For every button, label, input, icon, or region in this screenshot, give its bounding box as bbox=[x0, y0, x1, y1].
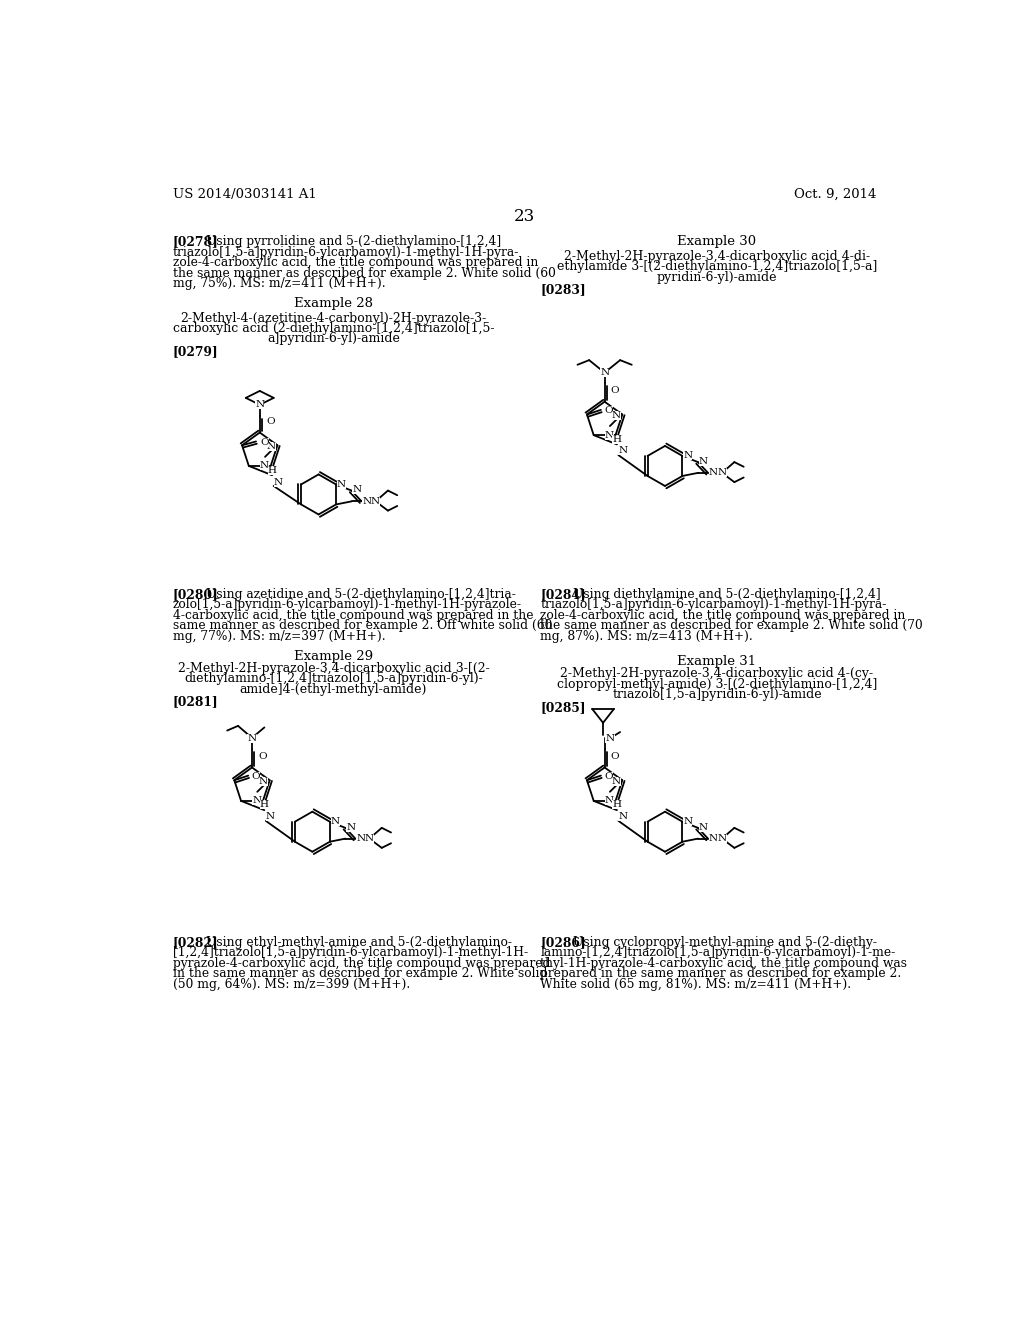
Text: N: N bbox=[266, 812, 275, 821]
Text: N: N bbox=[611, 776, 621, 785]
Text: N: N bbox=[331, 817, 340, 826]
Text: H: H bbox=[267, 466, 276, 475]
Text: zole-4-carboxylic acid, the title compound was prepared in: zole-4-carboxylic acid, the title compou… bbox=[541, 609, 905, 622]
Text: [0278]: [0278] bbox=[173, 235, 219, 248]
Text: [0281]: [0281] bbox=[173, 696, 218, 709]
Text: N: N bbox=[611, 411, 621, 420]
Text: pyridin-6-yl)-amide: pyridin-6-yl)-amide bbox=[656, 271, 777, 284]
Text: Using ethyl-methyl-amine and 5-(2-diethylamino-: Using ethyl-methyl-amine and 5-(2-diethy… bbox=[206, 936, 512, 949]
Text: clopropyl-methyl-amide) 3-[(2-diethylamino-[1,2,4]: clopropyl-methyl-amide) 3-[(2-diethylami… bbox=[557, 677, 878, 690]
Text: 23: 23 bbox=[514, 207, 536, 224]
Text: 2-Methyl-4-(azetitine-4-carbonyl)-2H-pyrazole-3-: 2-Methyl-4-(azetitine-4-carbonyl)-2H-pyr… bbox=[180, 312, 486, 325]
Text: mg, 75%). MS: m/z=411 (M+H+).: mg, 75%). MS: m/z=411 (M+H+). bbox=[173, 277, 386, 290]
Text: Example 29: Example 29 bbox=[294, 649, 373, 663]
Text: [0283]: [0283] bbox=[541, 284, 586, 297]
Text: N: N bbox=[618, 446, 628, 455]
Text: Example 28: Example 28 bbox=[294, 297, 373, 310]
Text: O: O bbox=[611, 387, 620, 396]
Text: N: N bbox=[255, 400, 264, 409]
Text: Using azetidine and 5-(2-diethylamino-[1,2,4]tria-: Using azetidine and 5-(2-diethylamino-[1… bbox=[206, 589, 515, 601]
Text: O: O bbox=[251, 772, 260, 781]
Text: N: N bbox=[267, 442, 275, 450]
Text: the same manner as described for example 2. White solid (60: the same manner as described for example… bbox=[173, 267, 556, 280]
Text: O: O bbox=[604, 772, 612, 781]
Text: (50 mg, 64%). MS: m/z=399 (M+H+).: (50 mg, 64%). MS: m/z=399 (M+H+). bbox=[173, 978, 411, 991]
Text: [0285]: [0285] bbox=[541, 701, 586, 714]
Text: O: O bbox=[604, 407, 612, 414]
Text: same manner as described for example 2. Off white solid (60: same manner as described for example 2. … bbox=[173, 619, 552, 632]
Text: prepared in the same manner as described for example 2.: prepared in the same manner as described… bbox=[541, 968, 901, 981]
Text: [0280]: [0280] bbox=[173, 589, 219, 601]
Text: N: N bbox=[356, 834, 366, 843]
Text: O: O bbox=[266, 417, 274, 426]
Text: N: N bbox=[683, 817, 692, 826]
Text: Example 31: Example 31 bbox=[678, 655, 757, 668]
Text: N: N bbox=[259, 776, 268, 785]
Text: carboxylic acid (2-diethylamino-[1,2,4]triazolo[1,5-: carboxylic acid (2-diethylamino-[1,2,4]t… bbox=[173, 322, 495, 335]
Text: [0286]: [0286] bbox=[541, 936, 586, 949]
Text: [0282]: [0282] bbox=[173, 936, 218, 949]
Text: [0279]: [0279] bbox=[173, 345, 218, 358]
Text: H: H bbox=[612, 800, 622, 809]
Text: 4-carboxylic acid, the title compound was prepared in the: 4-carboxylic acid, the title compound wa… bbox=[173, 609, 534, 622]
Text: N: N bbox=[371, 496, 380, 506]
Text: N: N bbox=[709, 834, 718, 843]
Text: H: H bbox=[260, 800, 269, 809]
Text: ethylamide 3-[(2-diethylamino-1,2,4]triazolo[1,5-a]: ethylamide 3-[(2-diethylamino-1,2,4]tria… bbox=[557, 260, 878, 273]
Text: Oct. 9, 2014: Oct. 9, 2014 bbox=[795, 187, 877, 201]
Text: amide]4-(ethyl-methyl-amide): amide]4-(ethyl-methyl-amide) bbox=[240, 682, 427, 696]
Text: N: N bbox=[352, 486, 361, 494]
Text: N: N bbox=[260, 462, 269, 470]
Text: N: N bbox=[248, 734, 257, 743]
Text: N: N bbox=[365, 834, 374, 843]
Text: N: N bbox=[718, 469, 727, 478]
Text: triazolo[1,5-a]pyridin-6-ylcarbamoyl)-1-methyl-1H-pyra-: triazolo[1,5-a]pyridin-6-ylcarbamoyl)-1-… bbox=[541, 598, 887, 611]
Text: lamino-[1,2,4]triazolo[1,5-a]pyridin-6-ylcarbamoyl)-1-me-: lamino-[1,2,4]triazolo[1,5-a]pyridin-6-y… bbox=[541, 946, 896, 960]
Text: US 2014/0303141 A1: US 2014/0303141 A1 bbox=[173, 187, 316, 201]
Text: [0284]: [0284] bbox=[541, 589, 586, 601]
Text: N: N bbox=[618, 812, 628, 821]
Text: N: N bbox=[605, 430, 614, 440]
Text: White solid (65 mg, 81%). MS: m/z=411 (M+H+).: White solid (65 mg, 81%). MS: m/z=411 (M… bbox=[541, 978, 851, 991]
Text: Using diethylamine and 5-(2-diethylamino-[1,2,4]: Using diethylamine and 5-(2-diethylamino… bbox=[572, 589, 881, 601]
Text: N: N bbox=[605, 796, 614, 805]
Text: N: N bbox=[252, 796, 261, 805]
Text: triazolo[1,5-a]pyridin-6-ylcarbamoyl)-1-methyl-1H-pyra-: triazolo[1,5-a]pyridin-6-ylcarbamoyl)-1-… bbox=[173, 246, 519, 259]
Text: the same manner as described for example 2. White solid (70: the same manner as described for example… bbox=[541, 619, 923, 632]
Text: O: O bbox=[258, 752, 267, 762]
Text: Using cyclopropyl-methyl-amine and 5-(2-diethy-: Using cyclopropyl-methyl-amine and 5-(2-… bbox=[572, 936, 877, 949]
Text: H: H bbox=[612, 434, 622, 444]
Text: O: O bbox=[260, 438, 268, 446]
Text: triazolo[1,5-a]pyridin-6-yl)-amide: triazolo[1,5-a]pyridin-6-yl)-amide bbox=[612, 688, 822, 701]
Text: 2-Methyl-2H-pyrazole-3,4-dicarboxylic acid 4-di-: 2-Methyl-2H-pyrazole-3,4-dicarboxylic ac… bbox=[564, 249, 870, 263]
Text: pyrazole-4-carboxylic acid, the title compound was prepared: pyrazole-4-carboxylic acid, the title co… bbox=[173, 957, 550, 970]
Text: mg, 77%). MS: m/z=397 (M+H+).: mg, 77%). MS: m/z=397 (M+H+). bbox=[173, 630, 386, 643]
Text: zole-4-carboxylic acid, the title compound was prepared in: zole-4-carboxylic acid, the title compou… bbox=[173, 256, 539, 269]
Text: O: O bbox=[611, 752, 620, 762]
Text: N: N bbox=[600, 368, 609, 378]
Text: diethylamino-[1,2,4]triazolo[1,5-a]pyridin-6-yl)-: diethylamino-[1,2,4]triazolo[1,5-a]pyrid… bbox=[184, 672, 482, 685]
Text: zolo[1,5-a]pyridin-6-ylcarbamoyl)-1-methyl-1H-pyrazole-: zolo[1,5-a]pyridin-6-ylcarbamoyl)-1-meth… bbox=[173, 598, 522, 611]
Text: N: N bbox=[718, 834, 727, 843]
Text: N: N bbox=[346, 822, 355, 832]
Text: N: N bbox=[698, 822, 708, 832]
Text: N: N bbox=[362, 496, 372, 506]
Text: N: N bbox=[273, 478, 283, 487]
Text: N: N bbox=[709, 469, 718, 478]
Text: N: N bbox=[683, 451, 692, 461]
Text: N: N bbox=[337, 480, 346, 488]
Text: 2-Methyl-2H-pyrazole-3,4-dicarboxylic acid 4-(cy-: 2-Methyl-2H-pyrazole-3,4-dicarboxylic ac… bbox=[560, 668, 873, 680]
Text: a]pyridin-6-yl)-amide: a]pyridin-6-yl)-amide bbox=[267, 333, 399, 346]
Text: in the same manner as described for example 2. White solid: in the same manner as described for exam… bbox=[173, 968, 547, 981]
Text: N: N bbox=[605, 734, 614, 743]
Text: thyl-1H-pyrazole-4-carboxylic acid, the title compound was: thyl-1H-pyrazole-4-carboxylic acid, the … bbox=[541, 957, 907, 970]
Text: 2-Methyl-2H-pyrazole-3,4-dicarboxylic acid 3-[(2-: 2-Methyl-2H-pyrazole-3,4-dicarboxylic ac… bbox=[177, 663, 489, 675]
Text: mg, 87%). MS: m/z=413 (M+H+).: mg, 87%). MS: m/z=413 (M+H+). bbox=[541, 630, 753, 643]
Text: [1,2,4]triazolo[1,5-a]pyridin-6-ylcarbamoyl)-1-methyl-1H-: [1,2,4]triazolo[1,5-a]pyridin-6-ylcarbam… bbox=[173, 946, 528, 960]
Text: Using pyrrolidine and 5-(2-diethylamino-[1,2,4]: Using pyrrolidine and 5-(2-diethylamino-… bbox=[206, 235, 501, 248]
Text: N: N bbox=[698, 457, 708, 466]
Text: Example 30: Example 30 bbox=[678, 235, 757, 248]
